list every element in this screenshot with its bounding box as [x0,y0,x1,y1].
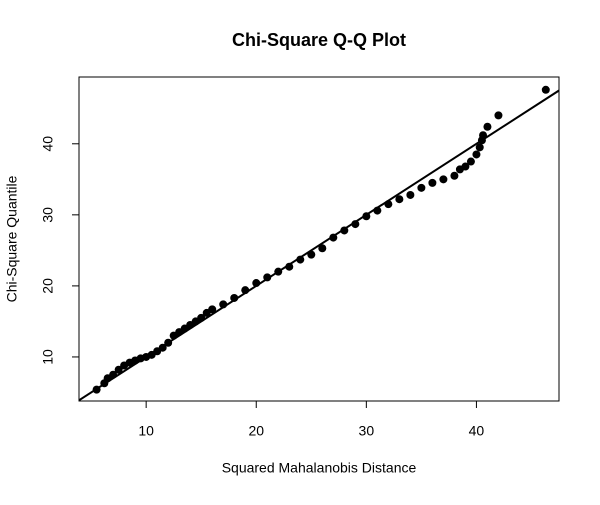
point [296,255,305,264]
point [494,111,503,120]
reference-line [79,89,559,401]
y-axis-title: Chi-Square Quantile [4,175,20,302]
point [329,233,338,242]
point [384,200,393,209]
point [285,262,294,271]
point [307,250,316,259]
y-tick-label: 40 [40,136,56,152]
point [263,273,272,282]
point [541,85,550,94]
point [461,162,470,171]
point [109,370,118,379]
point [428,178,437,187]
point [208,305,217,314]
x-axis-title: Squared Mahalanobis Distance [222,460,417,476]
x-tick-label: 40 [469,423,485,439]
point [164,338,173,347]
point [439,175,448,184]
point [197,313,206,322]
point [466,157,475,166]
point [417,183,426,192]
x-tick-label: 20 [248,423,264,439]
point [274,267,283,276]
point [475,143,484,152]
point [395,195,404,204]
point [340,226,349,235]
point [406,190,415,199]
point [479,131,488,140]
x-tick-label: 10 [138,423,154,439]
x-tick-label: 30 [359,423,375,439]
point [472,150,481,159]
plot-box [78,76,560,402]
y-tick-label: 10 [40,349,56,365]
point [450,171,459,180]
y-tick-label: 20 [40,278,56,294]
point [318,244,327,253]
y-tick-label: 30 [40,207,56,223]
point [92,385,101,394]
point [158,343,167,352]
point [219,300,228,309]
point [114,365,123,374]
chart-title: Chi-Square Q-Q Plot [232,30,406,50]
point [373,206,382,215]
point [230,293,239,302]
point [241,286,250,295]
point [351,220,360,229]
point [252,279,261,288]
point [362,212,371,221]
point [483,122,492,131]
